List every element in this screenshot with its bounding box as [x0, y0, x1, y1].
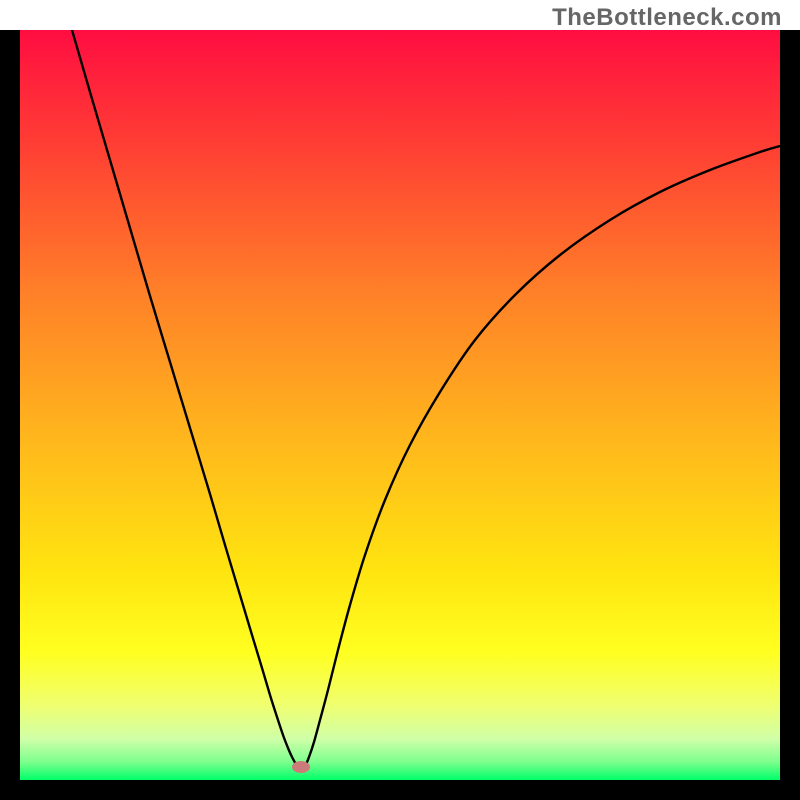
watermark-text: TheBottleneck.com	[552, 4, 782, 32]
chart-svg	[0, 0, 800, 800]
plot-background	[20, 30, 780, 780]
optimum-marker	[292, 761, 310, 773]
chart-container: TheBottleneck.com	[0, 0, 800, 800]
